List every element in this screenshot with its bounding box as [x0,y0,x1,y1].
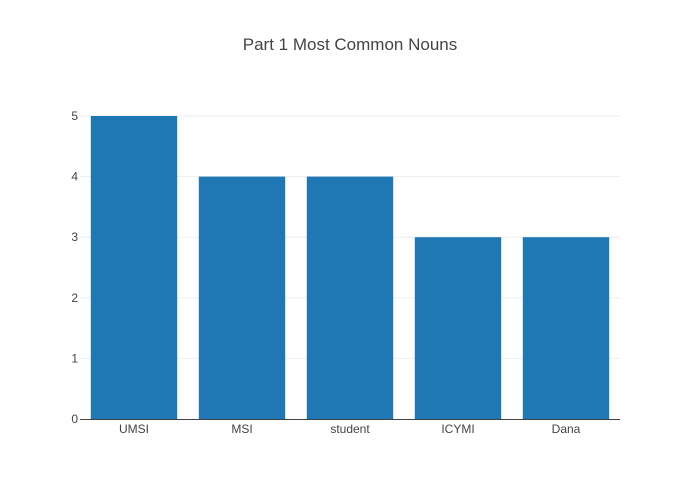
bar-icymi[interactable] [414,237,502,419]
chart-title: Part 1 Most Common Nouns [243,35,457,54]
x-tick-label: MSI [231,422,252,436]
x-tick-label: UMSI [119,422,149,436]
bar-dana[interactable] [522,237,610,419]
x-tick-label: ICYMI [441,422,474,436]
bar-msi[interactable] [198,176,286,419]
y-tick-label: 3 [71,230,78,244]
y-tick-label: 5 [71,109,78,123]
bar-umsi[interactable] [90,116,178,419]
bars [90,116,610,419]
y-tick-label: 2 [71,291,78,305]
x-tick-label: student [330,422,370,436]
y-tick-label: 1 [71,351,78,365]
x-tick-label: Dana [552,422,581,436]
x-axis-ticks: UMSI MSI student ICYMI Dana [119,422,581,436]
y-axis-ticks: 0 1 2 3 4 5 [71,109,78,426]
y-tick-label: 4 [71,170,78,184]
bar-student[interactable] [306,176,394,419]
y-tick-label: 0 [71,412,78,426]
